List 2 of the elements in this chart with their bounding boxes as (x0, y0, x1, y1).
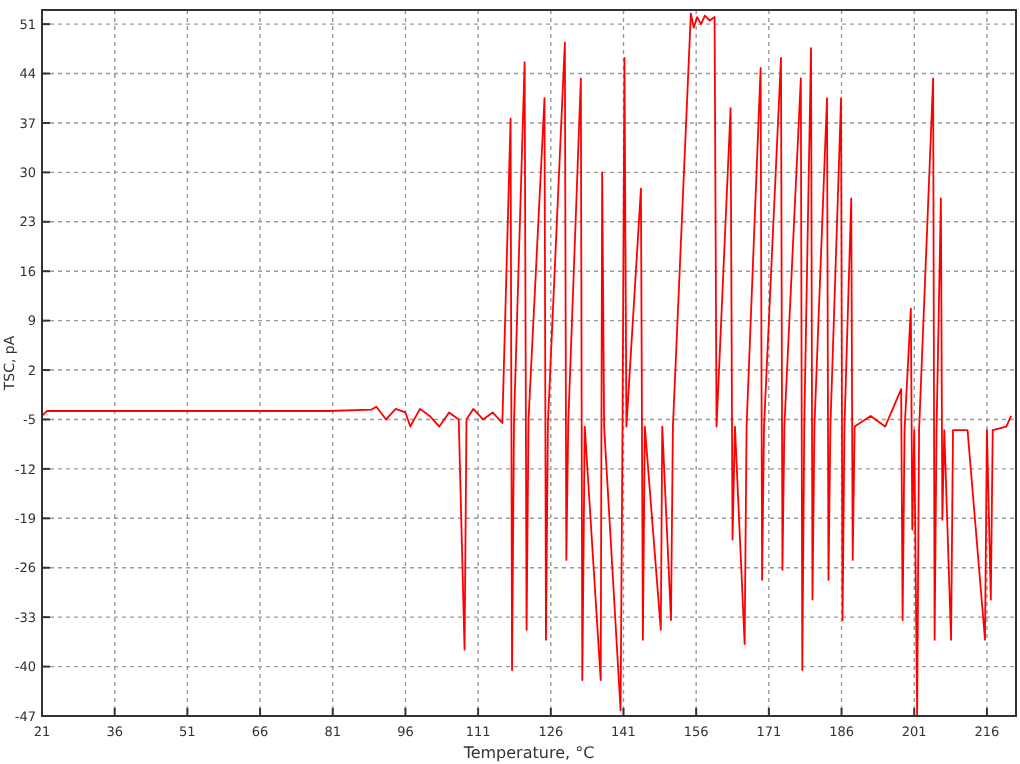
x-axis-title: Temperature, °C (461, 744, 596, 762)
line-series (41, 12, 1013, 717)
